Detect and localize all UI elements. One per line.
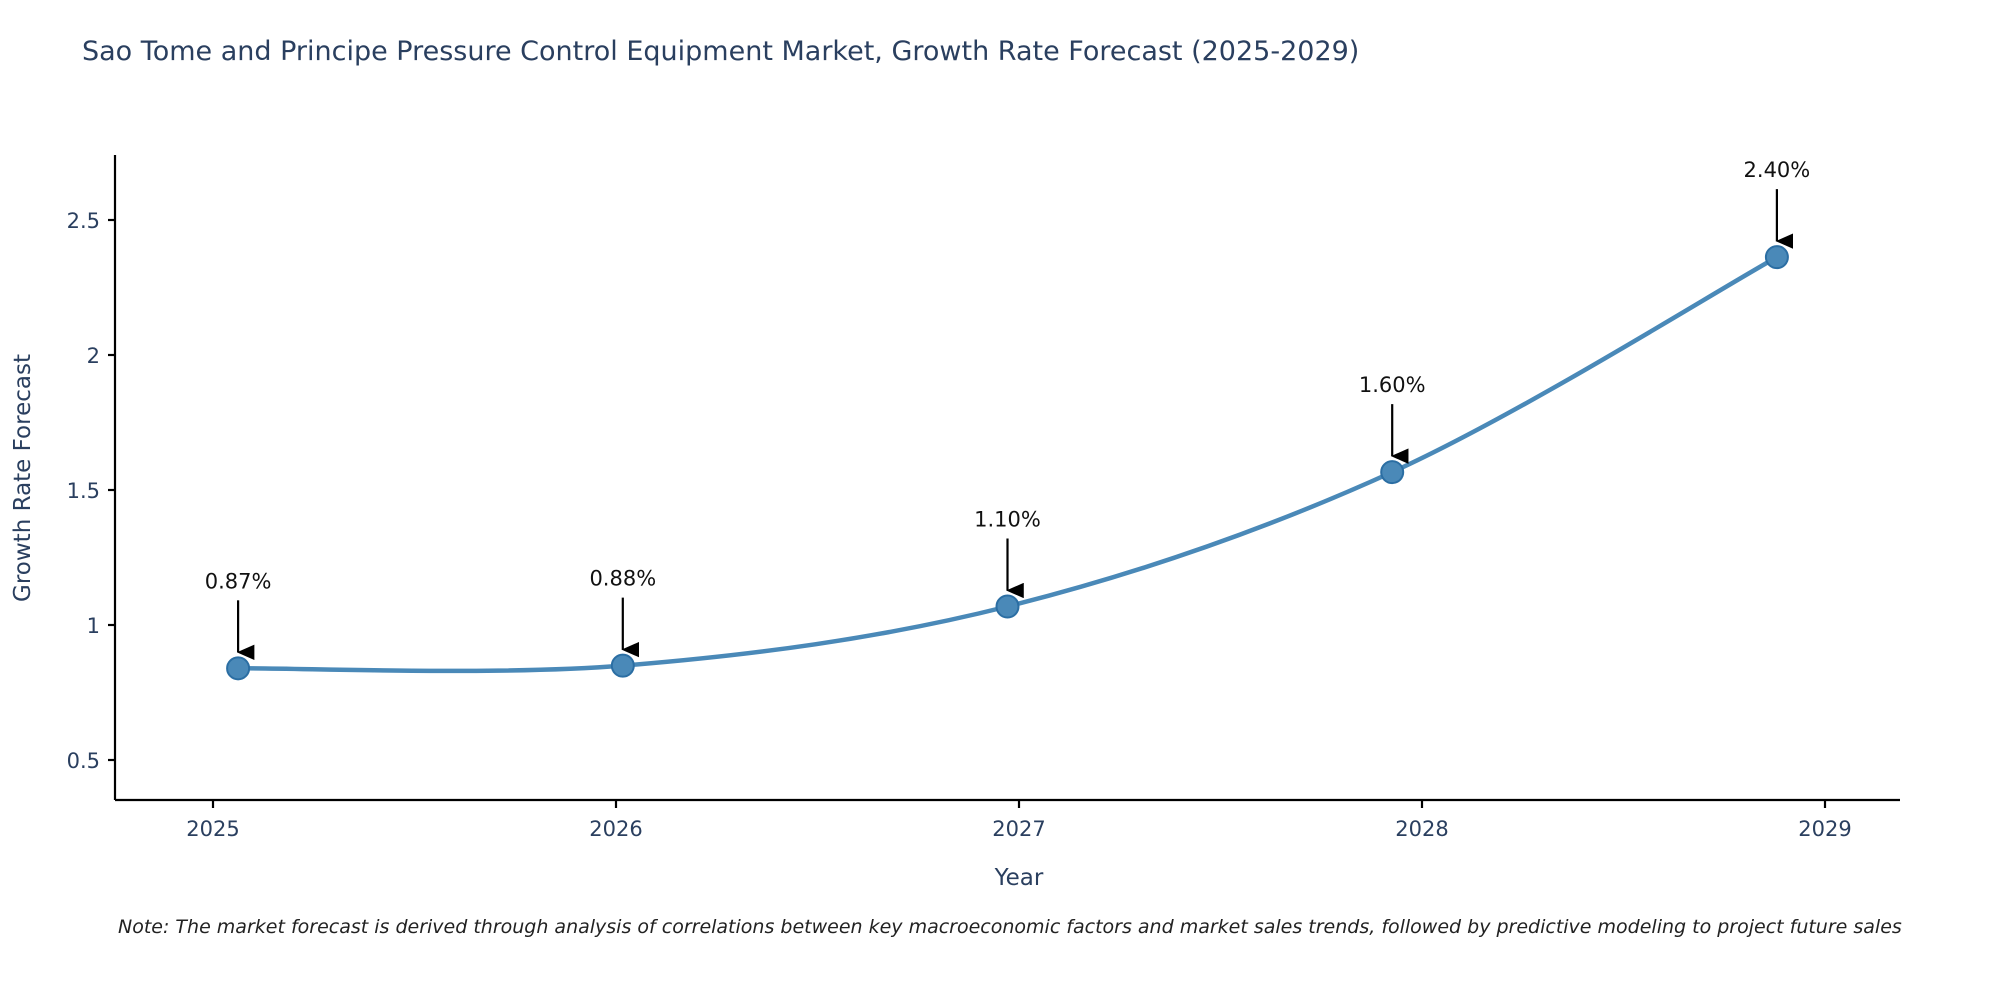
x-tick-label: 2028 bbox=[1395, 817, 1448, 841]
y-tick-label: 0.5 bbox=[67, 749, 100, 773]
x-tick-label: 2026 bbox=[589, 817, 642, 841]
y-tick-label: 1.5 bbox=[67, 479, 100, 503]
data-point-label: 1.10% bbox=[974, 508, 1041, 532]
data-point-label: 0.87% bbox=[205, 569, 272, 593]
data-point-label: 2.40% bbox=[1744, 158, 1811, 182]
data-point-label: 0.88% bbox=[589, 567, 656, 591]
data-point-marker[interactable] bbox=[226, 656, 251, 681]
data-point-marker[interactable] bbox=[1380, 460, 1405, 485]
x-tick-label: 2029 bbox=[1798, 817, 1851, 841]
x-axis-title: Year bbox=[994, 865, 1044, 891]
x-tick-label: 2025 bbox=[186, 817, 239, 841]
data-point-marker[interactable] bbox=[610, 653, 635, 678]
data-point-annotations: 0.87% 0.88% 1.10% 1.60% 2.40% bbox=[205, 158, 1811, 661]
page-title: Sao Tome and Principe Pressure Control E… bbox=[82, 36, 1360, 67]
y-tick-label: 1 bbox=[87, 614, 100, 638]
y-axis-ticks: 0.5 1 1.5 2 2.5 bbox=[67, 209, 115, 773]
data-point-marker[interactable] bbox=[1764, 245, 1789, 270]
footnote-text: Note: The market forecast is derived thr… bbox=[118, 916, 1902, 938]
data-point-label: 1.60% bbox=[1359, 373, 1426, 397]
x-tick-label: 2027 bbox=[992, 817, 1045, 841]
y-axis-title: Growth Rate Forecast bbox=[10, 354, 36, 602]
data-point-markers bbox=[226, 245, 1789, 681]
data-point-marker[interactable] bbox=[995, 594, 1020, 619]
y-tick-label: 2.5 bbox=[67, 209, 100, 233]
y-tick-label: 2 bbox=[87, 344, 100, 368]
x-axis-ticks: 2025 2026 2027 2028 2029 bbox=[186, 800, 1852, 841]
